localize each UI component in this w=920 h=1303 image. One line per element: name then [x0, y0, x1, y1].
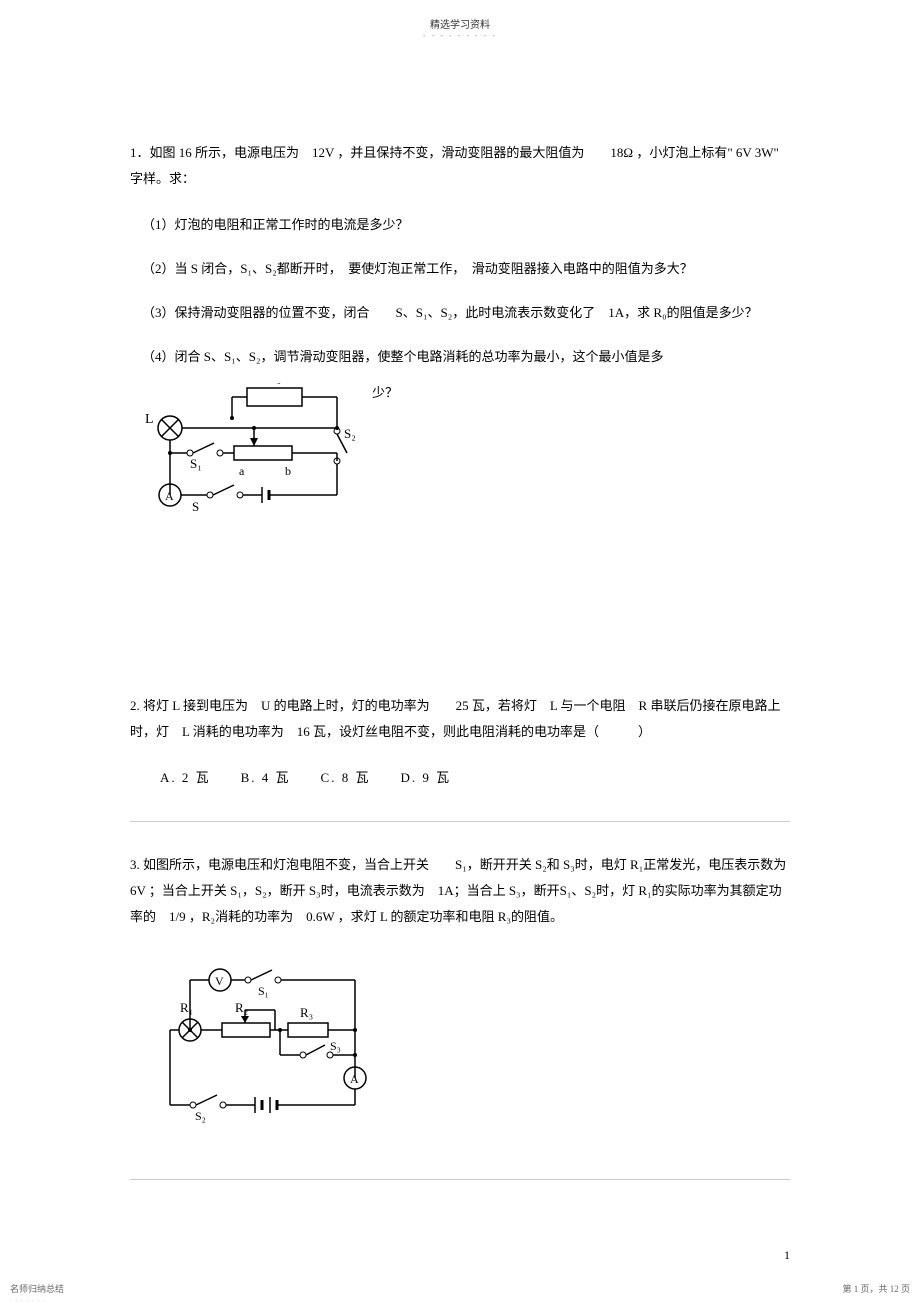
problem-1-q4-cont: 少？	[362, 378, 398, 406]
label-S: S	[192, 499, 199, 514]
label-S2-3: S₂	[195, 1109, 206, 1123]
label-a: a	[239, 464, 245, 478]
label-S1: S₁	[190, 456, 202, 471]
problem-2-text: 2. 将灯 L 接到电压为 U 的电路上时，灯的电功率为 25 瓦，若将灯 L …	[130, 693, 790, 745]
label-A-3: A	[350, 1072, 359, 1086]
label-R3: R₃	[300, 1005, 313, 1020]
label-S3: S₃	[330, 1039, 341, 1053]
circuit-diagram-1: R₀ L S₂	[142, 383, 362, 523]
main-content: 1．如图 16 所示，电源电压为 12V ，并且保持不变，滑动变阻器的最大阻值为…	[0, 40, 920, 1240]
footer-left-sub: . . . . . . .	[10, 1295, 46, 1303]
problem-1-q3: （3）保持滑动变阻器的位置不变，闭合 S、S₁、S₂，此时电流表示数变化了 1A…	[130, 300, 790, 326]
label-R0: R₀	[267, 383, 281, 385]
problem-1-q4: （4）闭合 S、S₁、S₂，调节滑动变阻器，使整个电路消耗的总功率为最小，这个最…	[130, 344, 790, 370]
footer-right: 第 1 页，共 12 页	[842, 1282, 910, 1295]
label-A: A	[165, 489, 174, 503]
label-L: L	[145, 412, 154, 427]
page-number: 1	[784, 1248, 790, 1263]
circuit-diagram-3: V S₁ R₁ R₂	[160, 960, 790, 1139]
problem-2-options: A. 2 瓦 B. 4 瓦 C. 8 瓦 D. 9 瓦	[130, 765, 790, 791]
problem-1-q2: （2）当 S 闭合，S₁、S₂都断开时， 要使灯泡正常工作， 滑动变阻器接入电路…	[130, 256, 790, 282]
footer-left: 名师归纳总结	[10, 1282, 64, 1295]
problem-1-q1: （1）灯泡的电阻和正常工作时的电流是多少？	[130, 212, 790, 238]
problem-1-intro: 1．如图 16 所示，电源电压为 12V ，并且保持不变，滑动变阻器的最大阻值为…	[130, 140, 790, 192]
header-dots: - - - - - - - - -	[0, 31, 920, 40]
label-b: b	[285, 464, 291, 478]
label-R2: R₂	[235, 1000, 248, 1015]
problem-3-text: 3. 如图所示，电源电压和灯泡电阻不变，当合上开关 S₁，断开开关 S₂和 S₃…	[130, 852, 790, 930]
problem-1-q4-text: （4）闭合 S、S₁、S₂，调节滑动变阻器，使整个电路消耗的总功率为最小，这个最…	[142, 349, 664, 364]
label-S1-3: S₁	[258, 984, 269, 998]
label-S2: S₂	[344, 426, 356, 441]
divider-1	[130, 821, 790, 822]
label-R1: R₁	[180, 1000, 193, 1015]
header-title: 精选学习资料	[0, 0, 920, 31]
label-V: V	[215, 974, 224, 988]
divider-2	[130, 1179, 790, 1180]
